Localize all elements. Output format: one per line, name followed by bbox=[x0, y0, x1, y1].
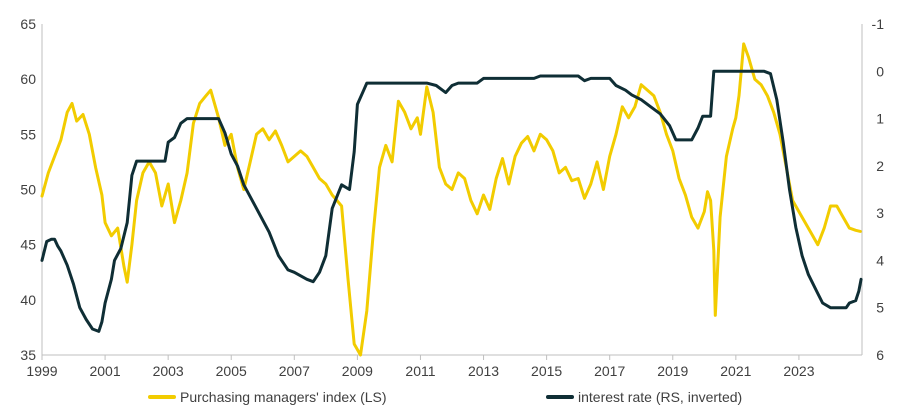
x-axis-tick-label: 2019 bbox=[657, 363, 688, 379]
legend-item-pmi: Purchasing managers' index (LS) bbox=[148, 386, 387, 408]
x-axis-tick-label: 2003 bbox=[153, 363, 184, 379]
left-axis-tick-label: 55 bbox=[20, 126, 36, 142]
legend-item-interest-rate: interest rate (RS, inverted) bbox=[546, 386, 742, 408]
x-axis-tick-label: 2001 bbox=[89, 363, 120, 379]
right-axis-ticks: -1 0 1 2 3 4 5 6 bbox=[872, 16, 885, 363]
left-axis-tick-label: 40 bbox=[20, 292, 36, 308]
series-line-interest-rate bbox=[40, 69, 863, 333]
left-axis-tick-label: 60 bbox=[20, 71, 36, 87]
left-axis-tick-label: 50 bbox=[20, 182, 36, 198]
x-axis-tick-label: 2017 bbox=[594, 363, 625, 379]
x-axis-tick-label: 1999 bbox=[26, 363, 57, 379]
x-axis-tick-label: 2009 bbox=[342, 363, 373, 379]
x-axis-tick-label: 2007 bbox=[279, 363, 310, 379]
right-axis-tick-label: 3 bbox=[876, 205, 884, 221]
right-axis-tick-label: 0 bbox=[876, 63, 884, 79]
legend-swatch-pmi bbox=[148, 395, 176, 399]
left-axis-tick-label: 45 bbox=[20, 237, 36, 253]
x-axis-ticks: 1999 2001 2003 2005 2007 2009 2011 2013 2015 2017… bbox=[26, 355, 815, 379]
right-axis-tick-label: 5 bbox=[876, 300, 884, 316]
x-axis-tick-label: 2021 bbox=[720, 363, 751, 379]
x-axis-tick-label: 2013 bbox=[468, 363, 499, 379]
left-axis-tick-label: 65 bbox=[20, 16, 36, 32]
right-axis-tick-label: 1 bbox=[876, 111, 884, 127]
series-line-pmi bbox=[40, 42, 862, 357]
right-axis-tick-label: 2 bbox=[876, 158, 884, 174]
x-axis-tick-label: 2023 bbox=[783, 363, 814, 379]
right-axis-tick-label: 4 bbox=[876, 252, 884, 268]
x-axis-tick-label: 2015 bbox=[531, 363, 562, 379]
legend-swatch-interest-rate bbox=[546, 395, 574, 399]
right-axis-tick-label: -1 bbox=[872, 16, 885, 32]
legend-label-pmi: Purchasing managers' index (LS) bbox=[180, 389, 387, 405]
x-axis-tick-label: 2011 bbox=[405, 363, 435, 379]
left-axis-tick-label: 35 bbox=[20, 347, 36, 363]
x-axis-tick-label: 2005 bbox=[216, 363, 247, 379]
right-axis-tick-label: 6 bbox=[876, 347, 884, 363]
legend-label-interest-rate: interest rate (RS, inverted) bbox=[578, 389, 743, 405]
left-axis-ticks: 35 40 45 50 55 60 65 bbox=[20, 16, 36, 363]
